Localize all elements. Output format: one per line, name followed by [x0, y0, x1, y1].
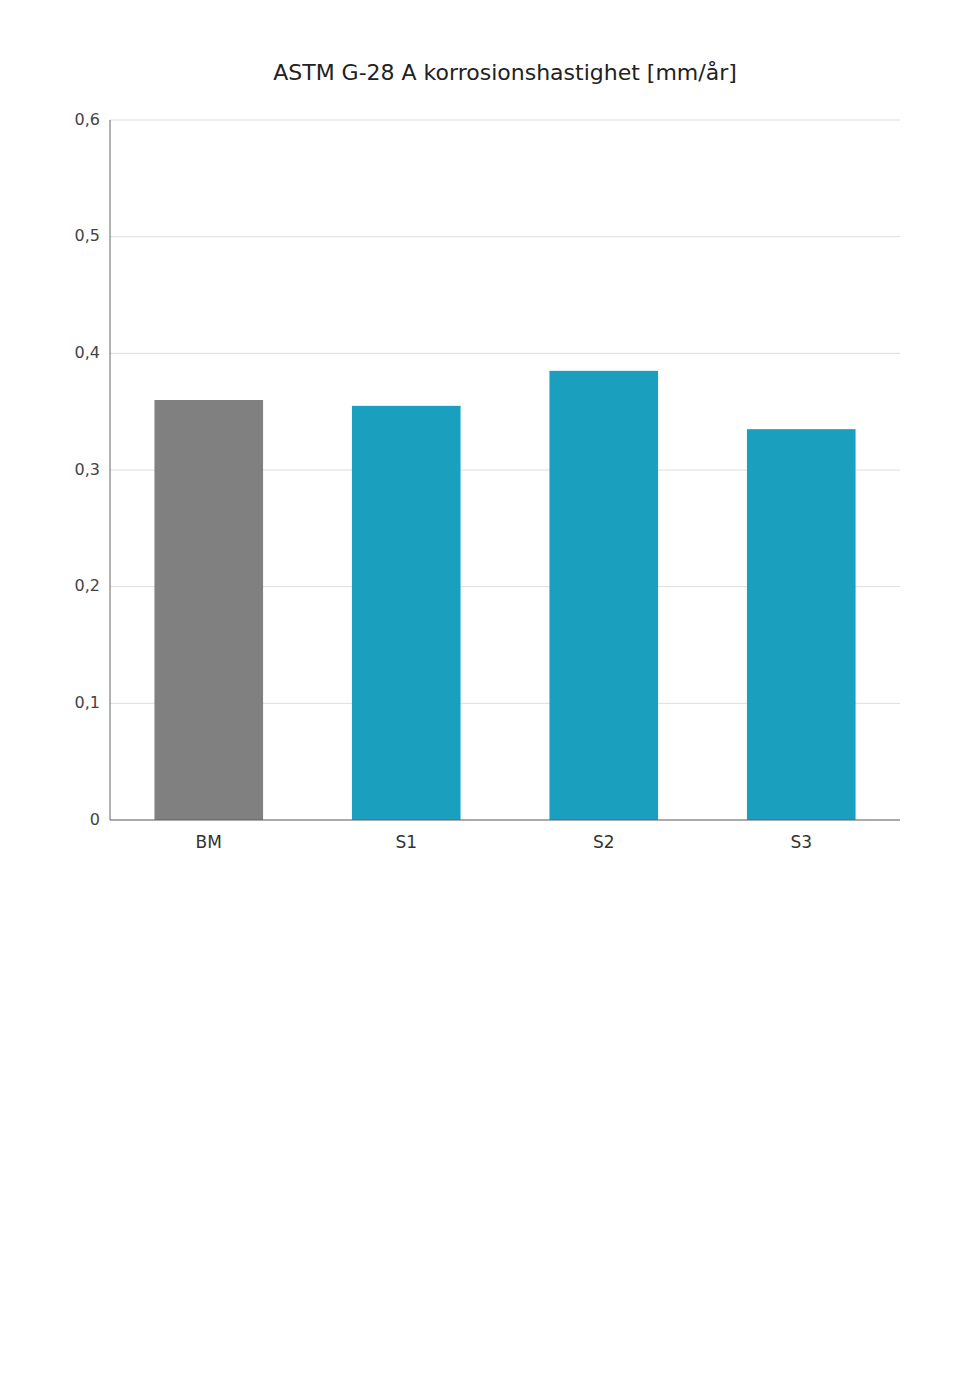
y-tick-label: 0,6 — [75, 110, 100, 129]
x-tick-label: S1 — [395, 832, 417, 852]
bar — [549, 371, 658, 820]
x-tick-label: S2 — [593, 832, 615, 852]
chart: ASTM G-28 A korrosionshastighet [mm/år] 0… — [0, 0, 960, 1391]
grid-line — [110, 353, 900, 354]
y-axis-line — [110, 120, 111, 820]
x-tick-label: S3 — [790, 832, 812, 852]
y-tick-label: 0,3 — [75, 460, 100, 479]
x-tick-label: BM — [196, 832, 222, 852]
bars — [154, 371, 855, 820]
grid-line — [110, 820, 900, 821]
grid-line — [110, 120, 900, 121]
grid — [110, 120, 900, 820]
y-tick-label: 0 — [90, 810, 100, 829]
x-axis-line — [110, 820, 900, 821]
page: ASTM G-28 A korrosionshastighet [mm/år] 0… — [0, 0, 960, 1391]
y-tick-label: 0,5 — [75, 226, 100, 245]
chart-title: ASTM G-28 A korrosionshastighet [mm/år] — [273, 60, 737, 85]
bar — [352, 406, 461, 820]
grid-line — [110, 236, 900, 237]
bar — [154, 400, 263, 820]
bar — [747, 429, 856, 820]
y-tick-label: 0,4 — [75, 343, 100, 362]
y-tick-label: 0,1 — [75, 693, 100, 712]
y-tick-label: 0,2 — [75, 576, 100, 595]
